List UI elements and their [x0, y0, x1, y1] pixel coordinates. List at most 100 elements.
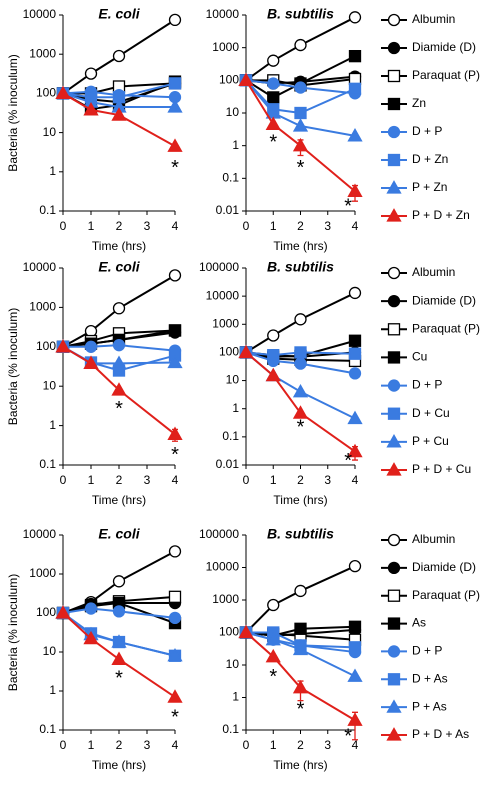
y-tick-label: 1 [49, 418, 56, 432]
annotation: * [115, 668, 123, 690]
marker [267, 77, 280, 90]
marker [347, 183, 363, 197]
x-tick-label: 2 [116, 219, 123, 233]
y-tick-label: 0.1 [39, 457, 56, 471]
y-tick-label: 1000 [29, 300, 56, 314]
marker [292, 383, 309, 398]
series-line [62, 82, 176, 99]
series-line [62, 92, 176, 148]
series-line [245, 79, 356, 193]
series-line [63, 344, 176, 352]
marker [347, 668, 363, 682]
legend-label: P + Cu [412, 434, 449, 448]
series-line [245, 631, 356, 678]
marker [168, 545, 182, 558]
y-tick-label: 1000 [29, 566, 56, 580]
x-tick-label: 0 [243, 738, 250, 752]
y-tick-label: 10 [226, 105, 240, 119]
series-line [245, 292, 356, 354]
marker [267, 329, 280, 342]
marker [348, 82, 362, 95]
x-axis-label: Time (hrs) [273, 758, 327, 772]
marker [387, 69, 401, 83]
marker [386, 727, 402, 741]
series-line [62, 602, 176, 625]
series-line [62, 92, 175, 108]
legend-label: D + Cu [412, 406, 450, 420]
y-tick-label: 1000 [212, 316, 239, 330]
x-tick-label: 1 [270, 219, 277, 233]
marker [265, 631, 281, 646]
annotation: * [115, 398, 123, 420]
legend-label: Paraquat (P) [412, 68, 480, 82]
marker [294, 357, 307, 370]
series-line [62, 329, 176, 348]
marker [111, 107, 127, 121]
x-tick-label: 0 [243, 219, 250, 233]
marker [348, 560, 362, 573]
series-line [62, 19, 176, 95]
y-tick-label: 100 [219, 625, 239, 639]
marker [348, 367, 362, 380]
legend-label: P + D + Zn [412, 208, 470, 222]
marker [265, 116, 281, 130]
marker [167, 426, 183, 440]
marker [387, 533, 401, 547]
marker [348, 11, 362, 24]
marker [84, 602, 98, 615]
y-tick-label: 1 [49, 164, 56, 178]
y-tick-label: 10000 [206, 7, 240, 21]
legend-label: Diamide (D) [412, 293, 476, 307]
chart: 0.1 1 10 100 1000 10000 0 1 2 3 4 E. coli Time (hrs)… [6, 526, 183, 772]
x-tick-label: 0 [60, 219, 67, 233]
marker [387, 294, 401, 308]
y-tick-label: 10 [43, 644, 57, 658]
marker [348, 620, 362, 633]
x-tick-label: 1 [270, 473, 277, 487]
chart-title: E. coli [98, 526, 140, 542]
x-tick-label: 1 [270, 738, 277, 752]
annotation: * [344, 450, 352, 472]
y-tick-label: 0.1 [222, 171, 239, 185]
chart: 0.01 0.1 1 10 100 1000 10000 0 1 2 3 4 B. subtilis Ti… [206, 6, 480, 253]
marker [387, 617, 401, 630]
marker [112, 575, 126, 588]
annotation: * [269, 131, 277, 153]
x-tick-label: 4 [352, 473, 359, 487]
marker [55, 85, 71, 100]
marker [83, 630, 99, 645]
marker [84, 340, 98, 353]
marker [294, 584, 307, 598]
marker [267, 54, 280, 67]
x-tick-label: 4 [172, 219, 179, 233]
chart-title: E. coli [98, 259, 140, 275]
marker [168, 13, 182, 27]
x-tick-label: 1 [88, 219, 95, 233]
x-tick-label: 3 [144, 738, 151, 752]
marker [294, 622, 307, 635]
x-tick-label: 3 [144, 473, 151, 487]
x-tick-label: 0 [60, 738, 67, 752]
marker [386, 180, 402, 194]
marker [83, 355, 99, 370]
annotation: * [297, 157, 305, 179]
y-tick-label: 1000 [212, 40, 239, 54]
x-tick-label: 0 [243, 473, 250, 487]
x-axis-label: Time (hrs) [273, 239, 327, 253]
y-axis-label: Bacteria (% inoculum) [6, 574, 20, 691]
y-tick-label: 10000 [206, 288, 240, 302]
marker [168, 590, 182, 603]
marker [167, 138, 183, 152]
y-tick-label: 1000 [29, 46, 56, 60]
marker [167, 647, 183, 662]
marker [168, 269, 182, 282]
annotation: * [344, 196, 352, 218]
x-tick-label: 2 [116, 473, 123, 487]
marker [347, 410, 363, 425]
marker [387, 13, 401, 27]
x-axis-label: Time (hrs) [92, 493, 146, 507]
x-tick-label: 4 [172, 473, 179, 487]
y-tick-label: 100 [219, 345, 239, 359]
marker [347, 443, 363, 458]
y-tick-label: 100 [36, 339, 56, 353]
